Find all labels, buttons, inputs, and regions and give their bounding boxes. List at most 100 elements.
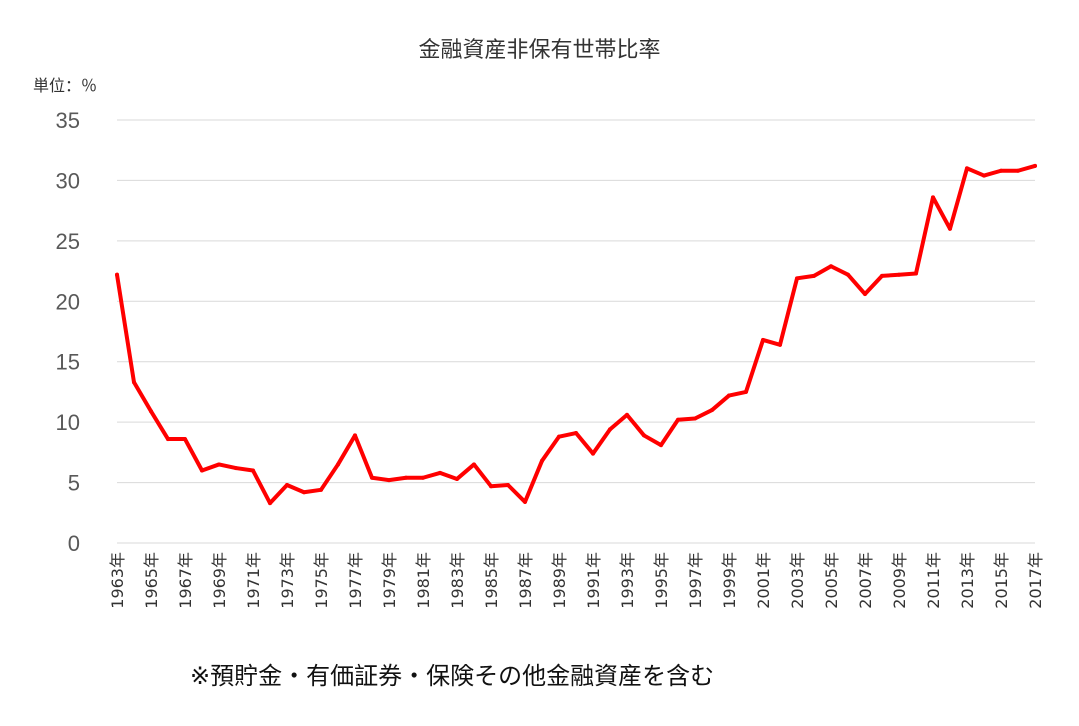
data-point — [829, 264, 833, 269]
x-tick-label: 1967年 — [176, 552, 195, 609]
x-tick-label: 1969年 — [210, 552, 229, 609]
data-point — [727, 393, 731, 398]
x-tick-label: 1989年 — [550, 552, 569, 609]
data-point — [914, 271, 918, 276]
data-point — [812, 273, 816, 278]
x-tick-label: 2001年 — [754, 552, 773, 609]
y-tick-label: 20 — [56, 289, 80, 314]
data-point — [1033, 163, 1037, 168]
x-tick-label: 1963年 — [108, 552, 127, 609]
data-point — [761, 337, 765, 342]
y-tick-label: 30 — [56, 168, 80, 193]
data-point — [166, 437, 170, 442]
x-tick-label: 1993年 — [618, 552, 637, 609]
x-tick-label: 1999年 — [720, 552, 739, 609]
data-point — [421, 475, 425, 480]
data-point — [234, 466, 238, 471]
data-point — [149, 409, 153, 414]
data-point — [217, 462, 221, 467]
data-point — [472, 462, 476, 467]
x-tick-label: 1965年 — [142, 552, 161, 609]
series-layer — [115, 163, 1037, 506]
data-point — [863, 292, 867, 297]
data-point — [489, 484, 493, 489]
y-tick-label: 0 — [68, 531, 80, 556]
x-tick-label: 1975年 — [312, 552, 331, 609]
data-point — [591, 451, 595, 456]
data-point — [982, 173, 986, 178]
data-point — [625, 412, 629, 417]
y-tick-label: 35 — [56, 108, 80, 133]
data-point — [1016, 168, 1020, 173]
series-line — [115, 163, 1037, 506]
x-tick-label: 2013年 — [958, 552, 977, 609]
data-point — [183, 437, 187, 442]
data-point — [710, 408, 714, 413]
data-point — [608, 427, 612, 432]
x-tick-label: 1985年 — [482, 552, 501, 609]
data-point — [931, 195, 935, 200]
x-tick-label: 1971年 — [244, 552, 263, 609]
data-point — [115, 272, 119, 277]
data-point — [200, 468, 204, 473]
x-tick-label: 1987年 — [516, 552, 535, 609]
data-point — [132, 380, 136, 385]
data-point — [506, 482, 510, 487]
x-tick-label: 1995年 — [652, 552, 671, 609]
data-point — [642, 433, 646, 438]
data-point — [251, 468, 255, 473]
data-point — [693, 416, 697, 421]
x-tick-label: 1991年 — [584, 552, 603, 609]
data-point — [523, 499, 527, 504]
data-point — [370, 475, 374, 480]
gridlines — [117, 119, 1035, 544]
y-tick-label: 10 — [56, 410, 80, 435]
x-tick-label: 1973年 — [278, 552, 297, 609]
data-point — [438, 470, 442, 475]
data-point — [880, 273, 884, 278]
chart-title: 金融資産非保有世帯比率 — [418, 38, 661, 63]
data-point — [676, 417, 680, 422]
data-point — [897, 272, 901, 277]
x-tick-label: 2009年 — [890, 552, 909, 609]
data-point — [302, 490, 306, 495]
data-point — [999, 168, 1003, 173]
x-tick-label: 2003年 — [788, 552, 807, 609]
data-point — [846, 272, 850, 277]
data-point — [319, 487, 323, 492]
data-point — [336, 462, 340, 467]
unit-label: 単位：％ — [33, 76, 98, 95]
data-point — [948, 226, 952, 231]
data-point — [557, 434, 561, 439]
x-tick-label: 2015年 — [992, 552, 1011, 609]
x-tick-label: 1981年 — [414, 552, 433, 609]
x-tick-label: 2007年 — [856, 552, 875, 609]
data-point — [574, 431, 578, 436]
data-point — [353, 433, 357, 438]
x-tick-label: 2005年 — [822, 552, 841, 609]
footnote: ※預貯金・有価証券・保険その他金融資産を含む — [190, 662, 715, 690]
data-point — [778, 342, 782, 347]
x-axis-ticks: 1963年 1965年 1967年 1969年 1971年 1973年 1975年 1977年… — [108, 552, 1045, 609]
x-tick-label: 1983年 — [448, 552, 467, 609]
data-point — [540, 458, 544, 463]
y-tick-label: 15 — [56, 350, 80, 375]
x-tick-label: 2011年 — [924, 552, 943, 609]
x-tick-label: 1979年 — [380, 552, 399, 609]
data-point — [404, 475, 408, 480]
y-tick-label: 5 — [68, 471, 80, 496]
data-point — [387, 478, 391, 483]
x-tick-label: 1997年 — [686, 552, 705, 609]
y-tick-label: 25 — [56, 229, 80, 254]
data-point — [965, 166, 969, 171]
data-point — [285, 482, 289, 487]
data-point — [795, 276, 799, 281]
data-point — [659, 443, 663, 448]
data-point — [455, 476, 459, 481]
x-tick-label: 2017年 — [1026, 552, 1045, 609]
y-axis-ticks: 0 5 10 15 20 25 30 35 — [56, 108, 80, 556]
x-tick-label: 1977年 — [346, 552, 365, 609]
data-point — [744, 389, 748, 394]
data-point — [268, 501, 272, 506]
